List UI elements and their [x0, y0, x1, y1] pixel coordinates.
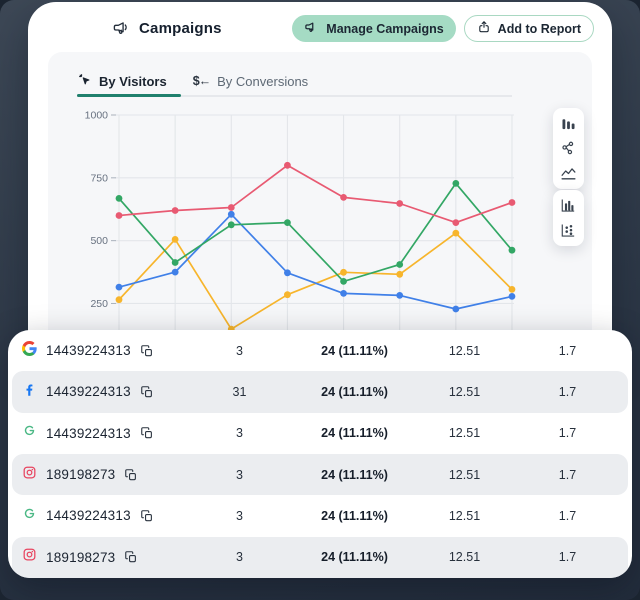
tab-by-visitors[interactable]: By Visitors: [77, 67, 167, 95]
page-title: Campaigns: [139, 20, 222, 37]
column-chart-icon-button[interactable]: [553, 193, 584, 218]
campaign-line-chart: 250 500 750 1000: [78, 102, 538, 352]
table-row[interactable]: 14439224313 3 24 (11.11%) 12.51 1.7: [12, 413, 628, 454]
green-g-icon: [22, 506, 37, 526]
metric1-cell: 12.51: [448, 426, 481, 441]
copy-icon[interactable]: [124, 468, 138, 482]
table-row[interactable]: 189198273 3 24 (11.11%) 12.51 1.7: [12, 453, 628, 496]
conversions-cell: 24 (11.11%): [321, 426, 388, 441]
chart-panel: By Visitors $← By Conversions 250 500 750 1…: [48, 52, 592, 352]
instagram-icon: [22, 547, 37, 567]
campaign-id-cell: 189198273: [22, 547, 182, 567]
visitors-cell: 31: [232, 384, 247, 399]
metric1-cell: 12.51: [448, 550, 481, 565]
campaigns-card: Campaigns Manage Campaigns: [28, 2, 612, 352]
campaign-id: 14439224313: [46, 343, 131, 359]
megaphone-icon: [112, 19, 131, 38]
campaign-id: 189198273: [46, 467, 116, 483]
page-title-group: Campaigns: [112, 19, 222, 38]
table-row[interactable]: 189198273 3 24 (11.11%) 12.51 1.7: [12, 536, 628, 578]
campaign-id: 189198273: [46, 549, 116, 565]
tabs-divider: [77, 95, 512, 97]
metric2-cell: 1.7: [558, 508, 577, 523]
card-header: Campaigns Manage Campaigns: [28, 2, 612, 51]
manage-campaigns-button[interactable]: Manage Campaigns: [292, 15, 456, 42]
chart-type-toolbar-bottom: [553, 190, 584, 246]
metric2-cell: 1.7: [558, 550, 577, 565]
dollar-conversion-icon: $←: [192, 74, 211, 88]
line-chart-icon-button[interactable]: [553, 161, 584, 186]
tabs-bar: By Visitors $← By Conversions: [48, 52, 592, 97]
campaign-id: 14439224313: [46, 508, 131, 524]
visitors-cell: 3: [236, 343, 243, 358]
share-export-icon: [477, 20, 491, 37]
metric1-cell: 12.51: [448, 384, 481, 399]
visitors-cell: 3: [236, 467, 243, 482]
campaign-id-cell: 14439224313: [22, 423, 182, 443]
campaign-id-cell: 14439224313: [22, 382, 182, 402]
conversions-cell: 24 (11.11%): [321, 550, 388, 565]
chart-type-toolbar-top: [553, 108, 584, 189]
facebook-icon: [22, 382, 37, 402]
conversions-cell: 24 (11.11%): [321, 467, 388, 482]
campaign-id-cell: 14439224313: [22, 340, 182, 361]
manage-campaigns-label: Manage Campaigns: [326, 21, 444, 36]
instagram-icon: [22, 465, 37, 485]
table-row[interactable]: 14439224313 3 24 (11.11%) 12.51 1.7: [12, 330, 628, 371]
campaign-id-cell: 189198273: [22, 465, 182, 485]
scatter-chart-icon-button[interactable]: [553, 136, 584, 161]
conversions-cell: 24 (11.11%): [321, 343, 388, 358]
conversions-cell: 24 (11.11%): [321, 508, 388, 523]
green-g-icon: [22, 423, 37, 443]
visitors-cell: 3: [236, 508, 243, 523]
visitors-cell: 3: [236, 550, 243, 565]
metric2-cell: 1.7: [558, 426, 577, 441]
table-row[interactable]: 14439224313 3 24 (11.11%) 12.51 1.7: [12, 495, 628, 536]
copy-icon[interactable]: [140, 426, 154, 440]
metric2-cell: 1.7: [558, 343, 577, 358]
copy-icon[interactable]: [140, 385, 154, 399]
svg-text:750: 750: [90, 172, 108, 184]
metric2-cell: 1.7: [558, 467, 577, 482]
tab-by-visitors-label: By Visitors: [99, 73, 167, 89]
active-tab-underline: [77, 93, 181, 97]
campaign-id-cell: 14439224313: [22, 506, 182, 526]
metric1-cell: 12.51: [448, 467, 481, 482]
conversions-cell: 24 (11.11%): [321, 384, 388, 399]
megaphone-icon: [304, 20, 319, 38]
table-row[interactable]: 14439224313 31 24 (11.11%) 12.51 1.7: [12, 371, 628, 413]
copy-icon[interactable]: [124, 550, 138, 564]
copy-icon[interactable]: [140, 344, 154, 358]
metric1-cell: 12.51: [448, 343, 481, 358]
svg-text:250: 250: [90, 298, 108, 310]
svg-text:1000: 1000: [85, 110, 109, 122]
google-icon: [22, 340, 37, 361]
visitors-cell: 3: [236, 426, 243, 441]
tab-by-conversions-label: By Conversions: [217, 73, 309, 89]
cursor-click-icon: [77, 72, 92, 90]
svg-text:500: 500: [90, 235, 108, 247]
add-to-report-label: Add to Report: [497, 21, 581, 36]
metric1-cell: 12.51: [448, 508, 481, 523]
dot-chart-icon-button[interactable]: [553, 218, 584, 243]
copy-icon[interactable]: [140, 509, 154, 523]
add-to-report-button[interactable]: Add to Report: [463, 15, 594, 42]
bar-chart-icon-button[interactable]: [553, 111, 584, 136]
campaign-id: 14439224313: [46, 425, 131, 441]
header-actions: Manage Campaigns Add to Report: [292, 15, 594, 42]
tab-by-conversions[interactable]: $← By Conversions: [193, 67, 309, 95]
campaign-id: 14439224313: [46, 384, 131, 400]
metric2-cell: 1.7: [558, 384, 577, 399]
campaigns-table: 14439224313 3 24 (11.11%) 12.51 1.7 1443…: [8, 330, 632, 578]
